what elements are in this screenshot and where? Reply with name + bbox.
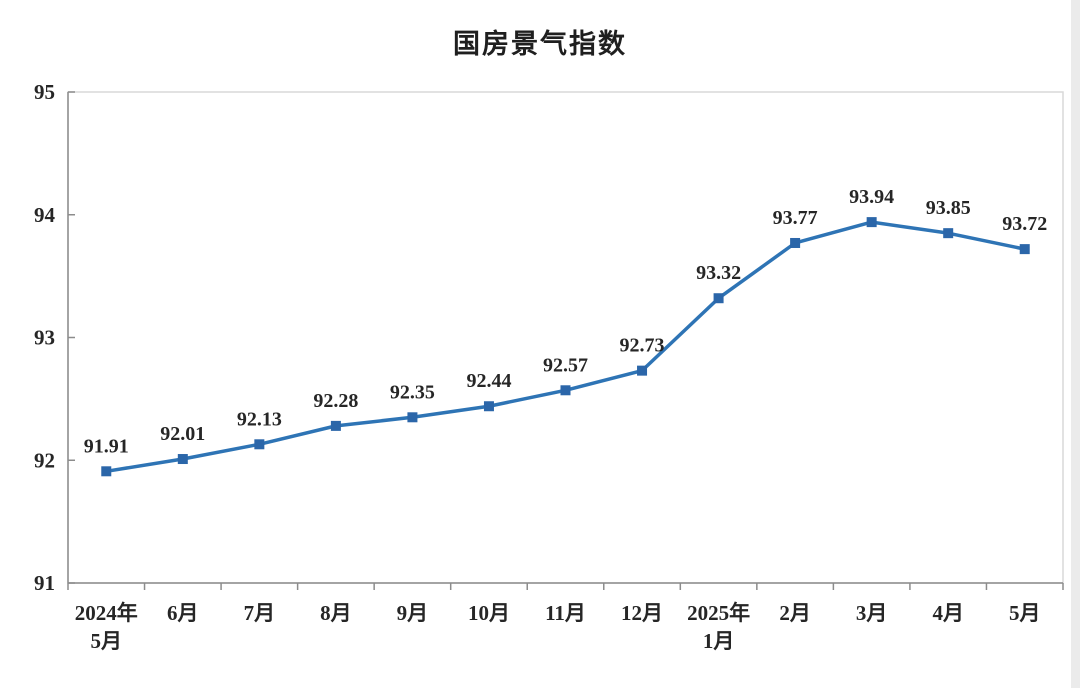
y-axis-tick-label: 95 <box>34 80 55 104</box>
x-axis-tick-label: 3月 <box>856 601 888 625</box>
data-point-label: 91.91 <box>84 435 129 457</box>
data-point-label: 93.72 <box>1002 213 1047 235</box>
data-point-label: 93.32 <box>696 262 741 284</box>
x-axis-tick-label: 2月 <box>779 601 811 625</box>
plot-border <box>67 91 1064 584</box>
data-point-marker <box>330 420 341 431</box>
y-axis-tick-label: 93 <box>34 326 55 350</box>
data-point-marker <box>560 385 571 396</box>
data-point-label: 93.85 <box>926 197 971 219</box>
y-axis-tick-label: 92 <box>34 448 55 472</box>
data-point-label: 92.73 <box>620 335 665 357</box>
data-point-marker <box>407 412 418 423</box>
data-point-marker <box>254 439 265 450</box>
x-axis-tick-label: 1月 <box>703 629 735 653</box>
data-point-marker <box>790 237 801 248</box>
data-point-label: 92.57 <box>543 354 588 376</box>
data-point-marker <box>866 217 877 228</box>
data-point-marker <box>101 466 112 477</box>
data-point-label: 93.77 <box>773 207 818 229</box>
data-point-marker <box>943 228 954 239</box>
y-axis-tick-label: 91 <box>34 571 55 595</box>
x-axis-tick-label: 8月 <box>320 601 352 625</box>
data-point-marker <box>637 365 648 376</box>
data-point-marker <box>1019 244 1030 255</box>
x-axis-tick-label: 6月 <box>167 601 199 625</box>
data-point-marker <box>483 401 494 412</box>
x-axis-tick-label: 9月 <box>397 601 429 625</box>
data-point-label: 92.01 <box>160 423 205 445</box>
x-axis-tick-label: 11月 <box>545 601 586 625</box>
data-point-marker <box>177 454 188 465</box>
x-axis-tick-label: 4月 <box>932 601 964 625</box>
x-axis-tick-label: 5月 <box>91 629 123 653</box>
x-axis-tick-label: 12月 <box>621 601 663 625</box>
data-point-label: 93.94 <box>849 186 894 208</box>
x-axis-tick-label: 5月 <box>1009 601 1041 625</box>
y-axis-tick-label: 94 <box>34 203 56 227</box>
data-point-label: 92.35 <box>390 381 435 403</box>
series-line <box>104 220 1027 474</box>
data-point-label: 92.28 <box>313 390 358 412</box>
x-axis-tick-label: 10月 <box>468 601 510 625</box>
x-axis-tick-label: 2025年 <box>687 601 750 625</box>
data-point-label: 92.13 <box>237 408 282 430</box>
scrollbar-track[interactable] <box>1071 0 1080 688</box>
chart-title: 国房景气指数 <box>453 29 627 59</box>
data-point-label: 92.44 <box>466 370 511 392</box>
data-point-marker <box>713 293 724 304</box>
x-axis-tick-label: 7月 <box>244 601 276 625</box>
x-axis-tick-label: 2024年 <box>75 601 138 625</box>
